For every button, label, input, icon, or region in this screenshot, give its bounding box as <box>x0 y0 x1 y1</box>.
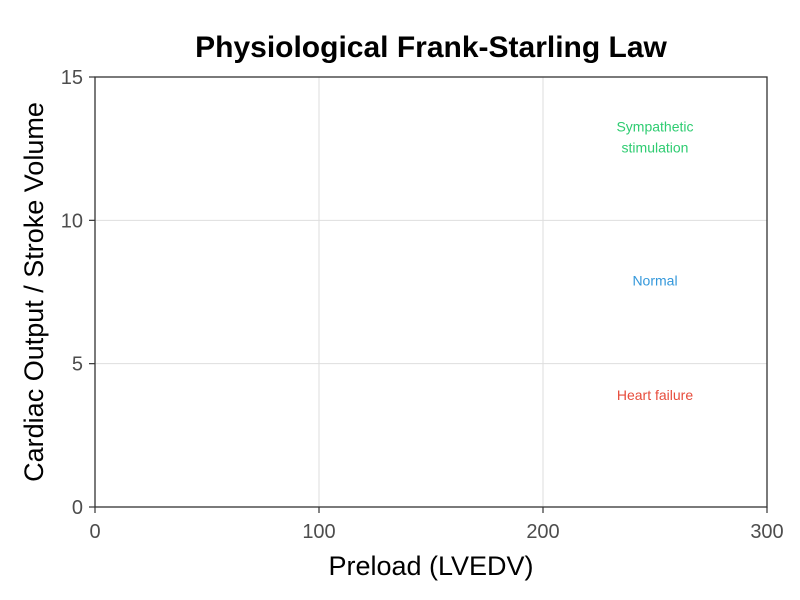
y-tick-label: 0 <box>72 497 83 519</box>
axis-ticks: 0 100 200 300 0 5 10 15 <box>61 67 784 543</box>
x-tick-label: 0 <box>89 521 100 543</box>
annotation-line: Normal <box>632 273 677 289</box>
annotation-line: Sympathetic <box>616 119 693 135</box>
y-axis-label: Cardiac Output / Stroke Volume <box>19 102 49 482</box>
annotation-line: stimulation <box>622 140 689 156</box>
annotation-label: Sympathetic stimulation <box>616 119 693 156</box>
x-tick-label: 200 <box>526 521 559 543</box>
y-tick-label: 15 <box>61 67 83 89</box>
x-tick-label: 100 <box>302 521 335 543</box>
annotation-line: Heart failure <box>617 387 693 403</box>
chart-title: Physiological Frank-Starling Law <box>195 31 667 64</box>
y-tick-label: 10 <box>61 210 83 232</box>
x-tick-label: 300 <box>750 521 783 543</box>
y-tick-label: 5 <box>72 354 83 376</box>
annotation-label: Heart failure <box>617 387 693 403</box>
annotation-label: Normal <box>632 273 677 289</box>
plot-frame <box>94 76 768 508</box>
x-axis-label: Preload (LVEDV) <box>328 551 533 581</box>
annotations: Sympathetic stimulation Normal Heart failur… <box>616 119 693 404</box>
